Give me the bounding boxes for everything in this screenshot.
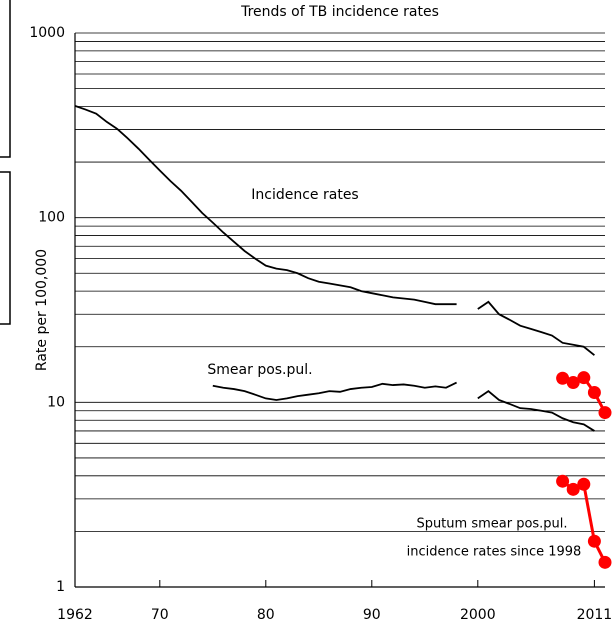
chart-title: Trends of TB incidence rates	[240, 4, 439, 20]
y-tick-label: 10	[47, 394, 65, 410]
marker	[598, 406, 612, 420]
marker	[556, 371, 570, 385]
annotation: Smear pos.pul.	[207, 362, 312, 378]
y-tick-label: 1000	[29, 25, 65, 41]
x-tick-label: 80	[257, 607, 275, 623]
marker	[577, 477, 591, 491]
x-tick-label: 70	[151, 607, 169, 623]
series-line	[74, 105, 457, 306]
legend-box-fragment	[0, 171, 11, 325]
x-tick-label: 1962	[57, 607, 93, 623]
marker	[587, 534, 601, 548]
x-tick-label: 2000	[460, 607, 496, 623]
legend-box-fragment	[0, 0, 11, 158]
series-line	[212, 381, 457, 401]
marker	[577, 371, 591, 385]
marker	[598, 555, 612, 569]
annotation: Incidence rates	[251, 187, 358, 203]
series-line	[477, 300, 595, 356]
marker	[566, 482, 580, 496]
y-tick-label: 100	[38, 210, 65, 226]
annotation: Sputum smear pos.pul.	[416, 517, 567, 532]
annotation: incidence rates since 1998	[407, 545, 582, 560]
x-tick-label: 2011	[577, 607, 613, 623]
marker	[566, 376, 580, 390]
marker	[587, 386, 601, 400]
x-tick-label: 90	[363, 607, 381, 623]
y-tick-label: 1	[56, 579, 65, 595]
marker	[556, 474, 570, 488]
y-axis-label: Rate per 100,000	[34, 249, 50, 371]
series-line	[477, 389, 595, 432]
